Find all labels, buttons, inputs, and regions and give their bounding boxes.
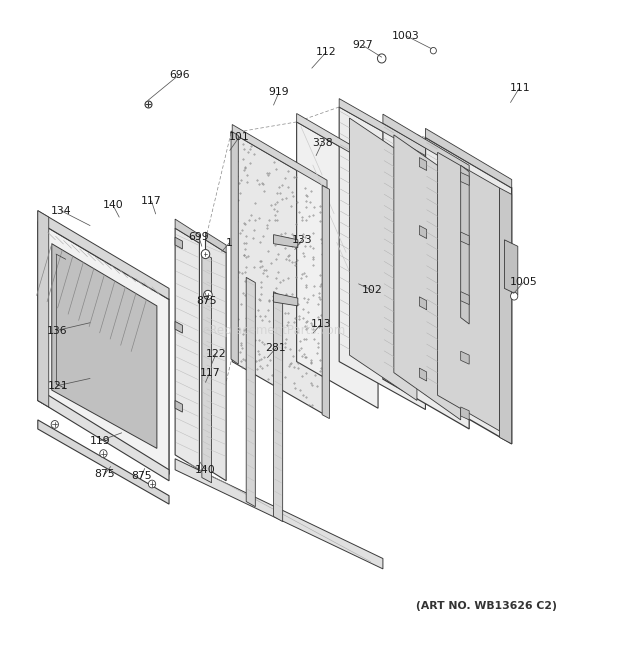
Polygon shape [38, 211, 169, 299]
Text: 1003: 1003 [392, 31, 420, 41]
Text: 102: 102 [361, 286, 383, 295]
Polygon shape [273, 292, 283, 522]
Polygon shape [231, 131, 238, 364]
Text: 875: 875 [131, 471, 151, 481]
Polygon shape [205, 232, 226, 253]
Polygon shape [175, 459, 383, 569]
Polygon shape [419, 297, 427, 310]
Circle shape [203, 290, 212, 299]
Polygon shape [438, 153, 500, 431]
Circle shape [148, 480, 156, 488]
Polygon shape [419, 368, 427, 381]
Polygon shape [322, 185, 329, 418]
Polygon shape [205, 240, 226, 481]
Text: 117: 117 [200, 368, 220, 377]
Text: 121: 121 [48, 381, 68, 391]
Polygon shape [232, 124, 327, 188]
Polygon shape [339, 98, 425, 155]
Text: 699: 699 [188, 231, 209, 241]
Polygon shape [38, 420, 169, 504]
Polygon shape [38, 211, 49, 407]
Text: 112: 112 [316, 47, 337, 57]
Text: 133: 133 [292, 235, 312, 245]
Polygon shape [350, 118, 417, 401]
Circle shape [510, 292, 518, 300]
Polygon shape [419, 157, 427, 171]
Polygon shape [383, 123, 469, 429]
Text: 117: 117 [141, 196, 162, 206]
Text: 119: 119 [90, 436, 111, 446]
Polygon shape [51, 244, 157, 448]
Polygon shape [419, 225, 427, 239]
Polygon shape [175, 401, 182, 412]
Text: 338: 338 [312, 137, 332, 147]
Circle shape [202, 249, 210, 258]
Polygon shape [383, 114, 469, 174]
Polygon shape [461, 292, 469, 305]
Text: 122: 122 [205, 350, 226, 360]
Text: 1005: 1005 [510, 277, 538, 287]
Text: 927: 927 [353, 40, 373, 50]
Circle shape [100, 449, 107, 457]
Polygon shape [232, 133, 327, 416]
Polygon shape [461, 173, 469, 185]
Polygon shape [175, 219, 200, 243]
Polygon shape [461, 351, 469, 364]
Polygon shape [425, 128, 512, 188]
Text: 140: 140 [195, 465, 216, 475]
Circle shape [51, 420, 58, 428]
Polygon shape [425, 137, 512, 444]
Text: 140: 140 [103, 200, 123, 210]
Polygon shape [175, 237, 182, 249]
Polygon shape [273, 235, 298, 248]
Text: 281: 281 [265, 343, 286, 353]
Polygon shape [296, 114, 378, 169]
Circle shape [430, 48, 436, 54]
Polygon shape [461, 407, 469, 420]
Text: 113: 113 [311, 319, 331, 329]
Text: 875: 875 [197, 296, 217, 306]
Text: 136: 136 [46, 325, 67, 336]
Polygon shape [38, 389, 169, 481]
Polygon shape [175, 321, 182, 333]
Text: 919: 919 [268, 87, 290, 97]
Text: 101: 101 [229, 132, 249, 143]
Polygon shape [500, 188, 511, 444]
Text: 696: 696 [169, 69, 190, 79]
Polygon shape [202, 253, 211, 483]
Polygon shape [339, 107, 425, 410]
Polygon shape [394, 135, 461, 420]
Polygon shape [296, 122, 378, 408]
Text: (ART NO. WB13626 C2): (ART NO. WB13626 C2) [416, 601, 557, 611]
Text: 134: 134 [51, 206, 71, 215]
Polygon shape [175, 228, 200, 470]
Circle shape [378, 54, 386, 63]
Text: 111: 111 [509, 83, 530, 93]
Text: 1: 1 [226, 238, 232, 248]
Polygon shape [273, 293, 298, 306]
Polygon shape [38, 221, 169, 475]
Text: eReplacementParts.com: eReplacementParts.com [202, 324, 345, 337]
Polygon shape [246, 278, 255, 507]
Text: 875: 875 [94, 469, 115, 479]
Polygon shape [505, 240, 518, 295]
Polygon shape [461, 165, 469, 324]
Polygon shape [461, 232, 469, 245]
